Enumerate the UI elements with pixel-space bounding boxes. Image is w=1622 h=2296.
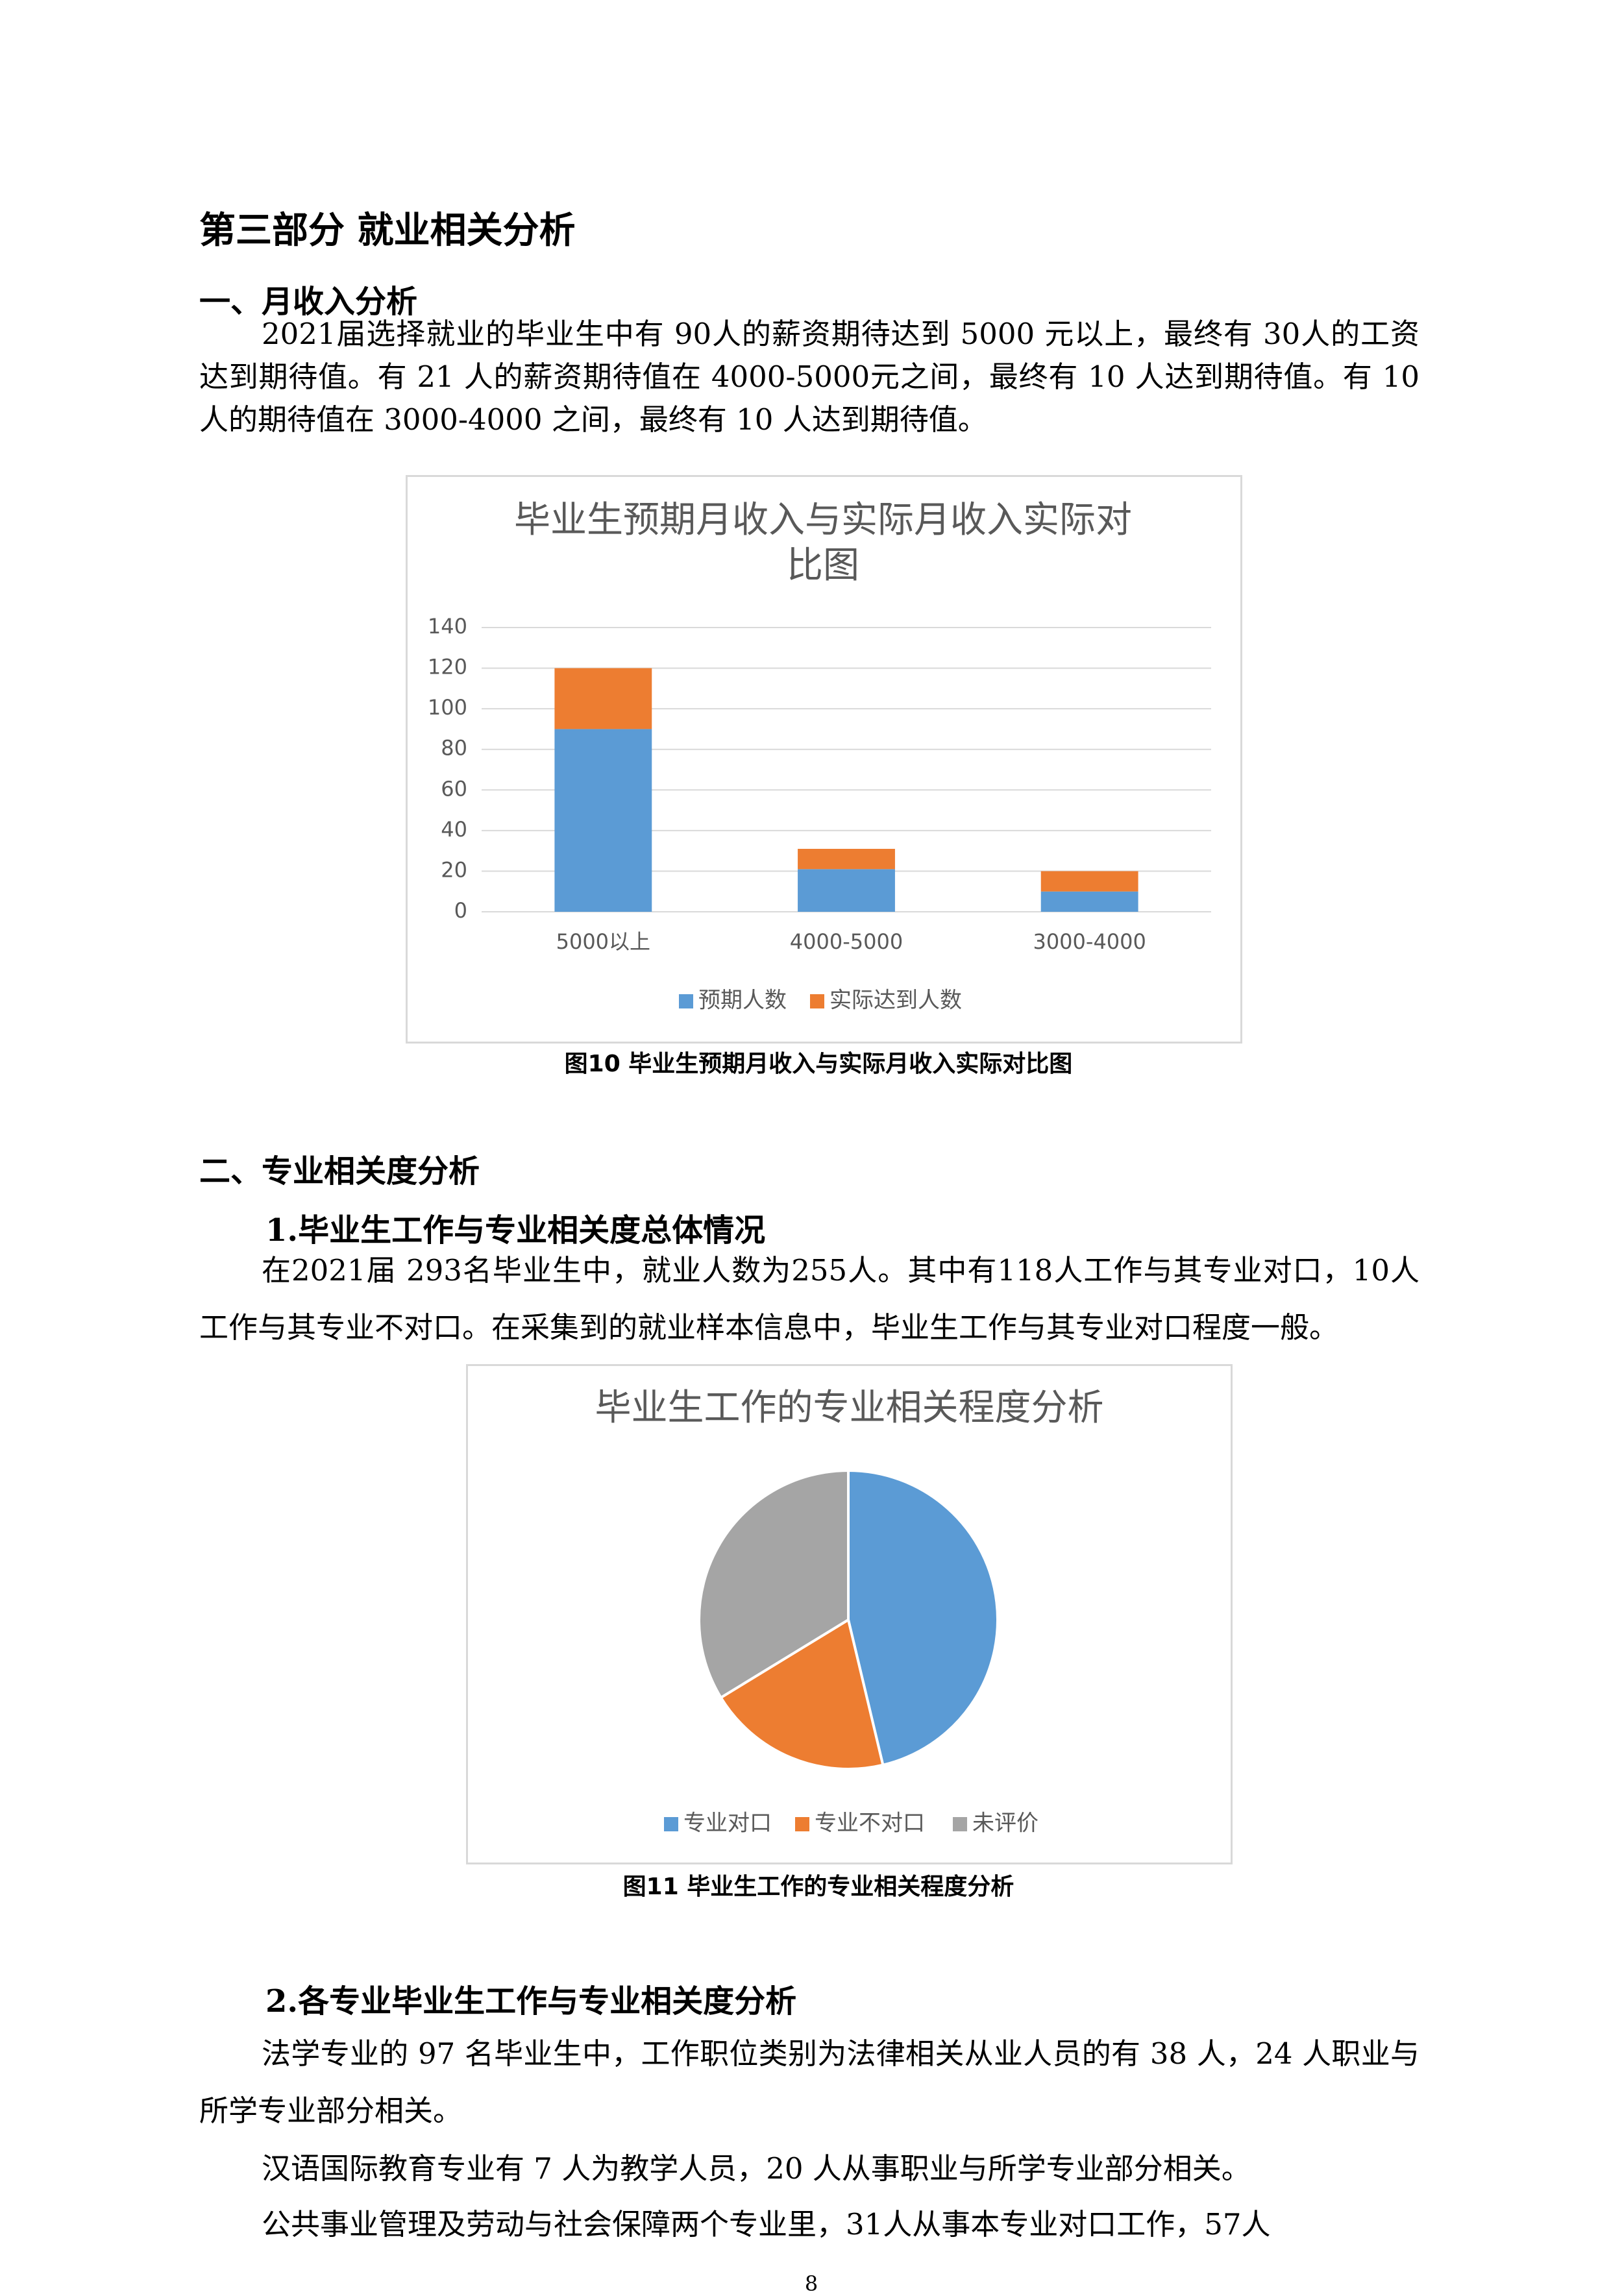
legend-swatch [795,1817,809,1831]
chart-box: 毕业生工作的专业相关程度分析 专业对口 专业不对口 未评价 [466,1364,1233,1864]
caption: 图11 毕业生工作的专业相关程度分析 [622,1874,1014,1900]
y-tick-label: 60 [441,776,467,801]
legend-swatch [810,994,824,1008]
legend-label: 未评价 [972,1811,1038,1837]
paragraph: 在2021届 293名毕业生中，就业人数为255人。其中有118人工作与其专业对… [199,1253,1419,1345]
sub-heading: 2.各专业毕业生工作与专业相关度分析 [265,1983,797,2020]
legend-swatch [679,994,693,1008]
bar [554,729,652,912]
y-tick-label: 20 [441,857,467,882]
pie-slice [719,1617,885,1770]
x-tick-label: 4000-5000 [790,929,903,954]
section-heading: 一、月收入分析 [199,284,418,320]
pie-slice [847,1469,999,1767]
legend-label: 预期人数 [698,988,787,1014]
legend-swatch [664,1817,678,1831]
bar [1040,871,1138,892]
bar [554,668,652,729]
pie-slice [698,1469,850,1700]
paragraph: 2021届选择就业的毕业生中有 90人的薪资期待达到 5000 元以上，最终有 … [199,317,1419,437]
bar [1040,891,1138,912]
caption: 图10 毕业生预期月收入与实际月收入实际对比图 [564,1051,1073,1077]
x-tick-label: 3000-4000 [1033,929,1146,954]
paragraph: 法学专业的 97 名毕业生中，工作职位类别为法律相关从业人员的有 38 人，24… [199,2036,1419,2128]
bar [798,869,895,912]
page-number: 8 [804,2271,818,2296]
part-title: 第三部分 就业相关分析 [199,209,576,252]
y-tick-label: 140 [428,614,467,639]
chart: 0 20 40 60 80 100 120 140 5000以上 4000-5000 3000-40… [428,614,1211,1014]
chart: 专业对口 专业不对口 未评价 [664,1469,1038,1837]
chart-title: 毕业生预期月收入与实际月收入实际对比图 [514,499,1132,587]
y-tick-label: 40 [441,817,467,842]
chart-title: 毕业生工作的专业相关程度分析 [595,1387,1104,1429]
legend-label: 专业不对口 [815,1811,925,1837]
chart-box: 毕业生预期月收入与实际月收入实际对比图 0 20 40 60 80 100 120 140 50… [406,475,1242,1044]
legend-label: 专业对口 [683,1811,772,1837]
y-tick-label: 80 [441,736,467,761]
section-heading: 二、专业相关度分析 [199,1153,480,1190]
y-tick-label: 100 [428,695,467,720]
bar [798,849,895,870]
paragraph: 公共事业管理及劳动与社会保障两个专业里，31人从事本专业对口工作，57人 [262,2207,1271,2241]
sub-heading: 1.毕业生工作与专业相关度总体情况 [265,1212,766,1249]
x-tick-label: 5000以上 [556,929,650,954]
y-tick-label: 120 [428,655,467,679]
legend-swatch [953,1817,967,1831]
legend-label: 实际达到人数 [829,988,962,1014]
paragraph: 汉语国际教育专业有 7 人为教学人员，20 人从事职业与所学专业部分相关。 [262,2151,1251,2186]
y-tick-label: 0 [454,898,467,923]
